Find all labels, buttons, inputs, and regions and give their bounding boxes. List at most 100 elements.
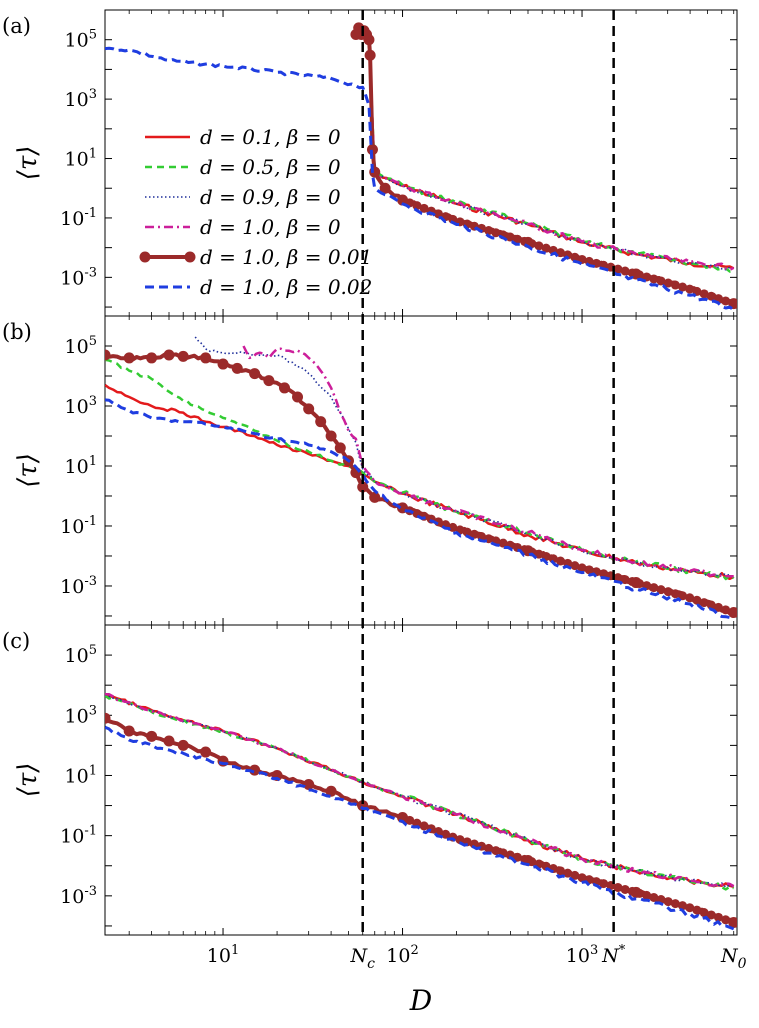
marker-b001 xyxy=(678,282,688,292)
marker-b001 xyxy=(419,203,429,213)
y-tick-label: 10-1 xyxy=(60,206,97,230)
marker-b001 xyxy=(627,886,637,896)
marker-b001 xyxy=(706,291,716,301)
marker-b001 xyxy=(699,908,709,918)
y-tick-label: 10-3 xyxy=(60,574,97,598)
x-tick-label: N* xyxy=(601,943,626,967)
marker-b001 xyxy=(146,730,158,742)
y-tick-label: 103 xyxy=(65,703,97,727)
y-tick-label: 105 xyxy=(65,28,97,52)
marker-b001 xyxy=(620,266,630,276)
y-tick-label: 10-3 xyxy=(60,265,97,289)
x-tick-label: 101 xyxy=(207,943,239,967)
marker-b001 xyxy=(613,882,623,892)
marker-b001 xyxy=(728,917,737,927)
marker-b001 xyxy=(713,912,723,922)
marker-b001 xyxy=(584,565,594,575)
marker-b001 xyxy=(462,527,472,537)
series-d01 xyxy=(105,383,735,581)
marker-b001 xyxy=(620,884,630,894)
series-d09 xyxy=(368,37,734,271)
y-tick-label: 101 xyxy=(65,454,97,478)
panel-label: (c) xyxy=(2,629,30,653)
marker-b001 xyxy=(663,897,673,907)
marker-b001 xyxy=(642,890,652,900)
marker-b001 xyxy=(685,903,695,913)
series-b002 xyxy=(105,725,735,931)
marker-b001 xyxy=(123,352,135,364)
marker-b001 xyxy=(163,349,175,361)
marker-b001 xyxy=(599,879,609,889)
x-tick-label: Nc xyxy=(349,945,375,972)
marker-b001 xyxy=(656,585,666,595)
series-d10 xyxy=(105,692,735,888)
marker-b001 xyxy=(366,144,378,156)
y-tick-label: 105 xyxy=(65,334,97,358)
legend-entry: d = 1.0, β = 0 xyxy=(200,215,341,239)
panel-frame xyxy=(104,624,738,936)
series-group xyxy=(105,692,737,931)
marker-b001 xyxy=(613,573,623,583)
marker-b001 xyxy=(249,764,261,776)
marker-b001 xyxy=(369,491,381,503)
legend-entry: d = 0.1, β = 0 xyxy=(200,125,341,149)
marker-b001 xyxy=(570,252,580,262)
y-tick-label: 10-1 xyxy=(60,824,97,848)
marker-b001 xyxy=(163,735,175,747)
marker-b001 xyxy=(577,563,587,573)
marker-b001 xyxy=(721,605,731,615)
marker-b001 xyxy=(599,569,609,579)
y-tick-label: 101 xyxy=(65,147,97,171)
marker-b001 xyxy=(634,888,644,898)
marker-b001 xyxy=(484,226,494,236)
marker-b001 xyxy=(570,561,580,571)
marker-b001 xyxy=(555,866,565,876)
marker-b001 xyxy=(670,280,680,290)
marker-b001 xyxy=(713,602,723,612)
marker-b001 xyxy=(634,270,644,280)
marker-b001 xyxy=(491,228,501,238)
marker-b001 xyxy=(512,852,522,862)
x-tick-label: 103 xyxy=(566,943,598,967)
marker-b001 xyxy=(699,289,709,299)
marker-b001 xyxy=(728,298,737,308)
marker-b001 xyxy=(448,214,458,224)
legend-entry: d = 0.9, β = 0 xyxy=(200,185,341,209)
marker-b001 xyxy=(685,593,695,603)
marker-b001 xyxy=(200,352,212,364)
marker-b001 xyxy=(699,598,709,608)
y-tick-label: 105 xyxy=(65,643,97,667)
marker-b001 xyxy=(469,529,479,539)
marker-b001 xyxy=(656,276,666,286)
marker-b001 xyxy=(315,416,327,428)
x-axis-label: D xyxy=(409,984,432,1017)
series-group xyxy=(105,336,737,621)
marker-b001 xyxy=(398,195,408,205)
y-axis-label: ⟨τ⟩ xyxy=(13,453,43,488)
marker-b001 xyxy=(634,579,644,589)
y-tick-label: 101 xyxy=(65,763,97,787)
marker-b001 xyxy=(663,587,673,597)
marker-b001 xyxy=(484,843,494,853)
marker-b001 xyxy=(541,243,551,253)
series-d05 xyxy=(367,42,735,273)
marker-b001 xyxy=(512,234,522,244)
series-d01 xyxy=(367,39,735,270)
y-axis-label: ⟨τ⟩ xyxy=(13,146,43,181)
marker-b001 xyxy=(177,739,189,751)
marker-b001 xyxy=(363,34,375,46)
marker-b001 xyxy=(649,583,659,593)
marker-b001 xyxy=(706,600,716,610)
legend: d = 0.1, β = 0 d = 0.5, β = 0 d = 0.9, β =… xyxy=(139,125,372,299)
y-tick-label: 103 xyxy=(65,87,97,111)
marker-b001 xyxy=(498,538,508,548)
series-d05 xyxy=(105,358,735,581)
marker-b001 xyxy=(105,349,111,361)
series-group xyxy=(105,22,737,312)
marker-b001 xyxy=(685,284,695,294)
marker-b001 xyxy=(692,905,702,915)
marker-b001 xyxy=(534,241,544,251)
marker-b001 xyxy=(433,209,443,219)
marker-b001 xyxy=(520,236,530,246)
